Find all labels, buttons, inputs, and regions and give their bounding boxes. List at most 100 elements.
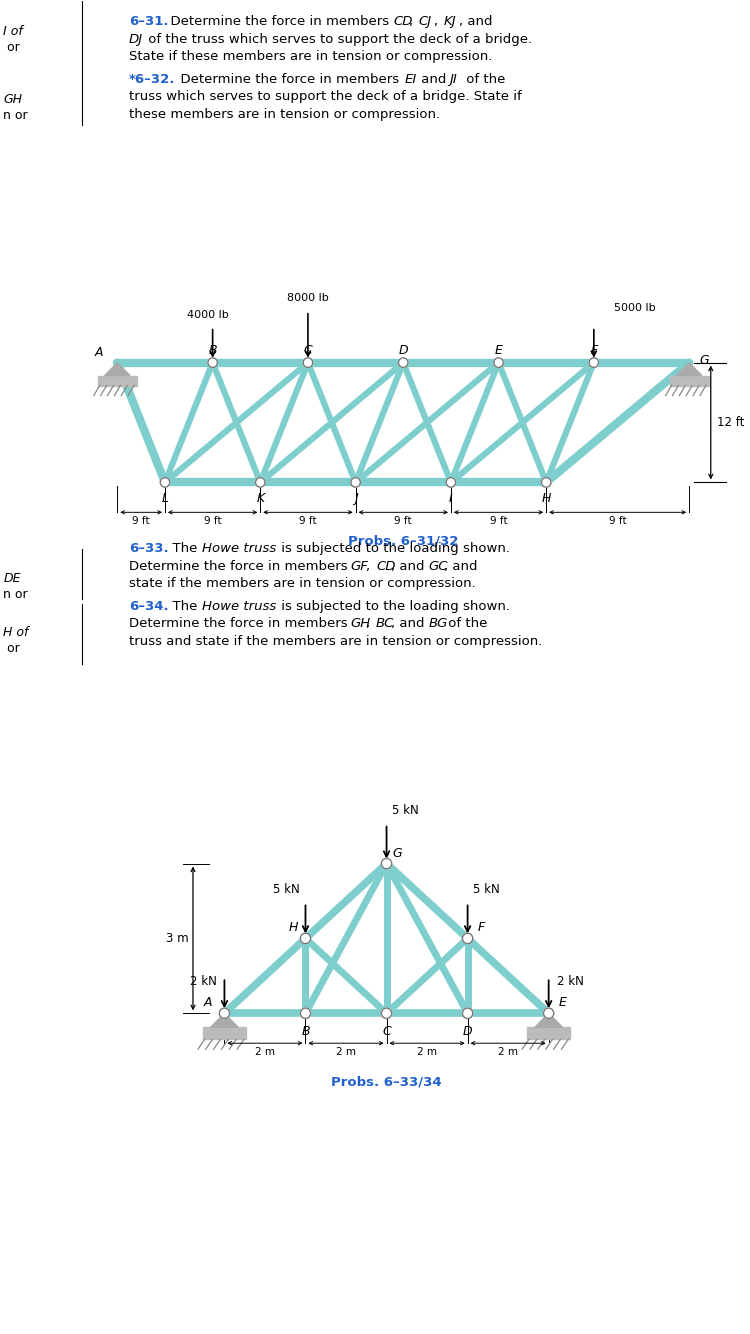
Circle shape	[544, 1009, 554, 1018]
Text: , and: , and	[391, 560, 429, 572]
Text: H: H	[288, 922, 298, 934]
Text: DE: DE	[3, 572, 21, 586]
Text: GC: GC	[429, 560, 448, 572]
Text: 2 m: 2 m	[498, 1047, 518, 1058]
Text: J: J	[354, 492, 358, 506]
Circle shape	[542, 478, 551, 487]
Text: KJ: KJ	[444, 16, 457, 28]
Text: 2 kN: 2 kN	[556, 975, 584, 988]
Text: these members are in tension or compression.: these members are in tension or compress…	[129, 108, 440, 121]
Text: 4000 lb: 4000 lb	[187, 309, 229, 320]
Text: GH: GH	[3, 93, 22, 107]
Text: state if the members are in tension or compression.: state if the members are in tension or c…	[129, 578, 476, 590]
Circle shape	[300, 934, 310, 943]
Text: , and: , and	[391, 618, 429, 631]
Text: and: and	[417, 73, 451, 85]
Text: ,: ,	[433, 16, 442, 28]
Text: Probs. 6–33/34: Probs. 6–33/34	[332, 1075, 442, 1089]
Text: GF: GF	[351, 560, 369, 572]
Text: is subjected to the loading shown.: is subjected to the loading shown.	[277, 600, 510, 612]
Text: GH: GH	[351, 618, 371, 631]
Bar	[202, 1027, 246, 1039]
Text: ,: ,	[409, 16, 417, 28]
Text: Probs. 6–31/32: Probs. 6–31/32	[348, 535, 458, 547]
Text: DJ: DJ	[129, 33, 143, 45]
Text: 9 ft: 9 ft	[394, 516, 412, 527]
Circle shape	[351, 478, 360, 487]
Text: Determine the force in members: Determine the force in members	[172, 73, 404, 85]
Circle shape	[590, 358, 598, 367]
Text: truss which serves to support the deck of a bridge. State if: truss which serves to support the deck o…	[129, 91, 522, 104]
Text: ,: ,	[366, 618, 374, 631]
Circle shape	[382, 858, 392, 868]
Circle shape	[208, 358, 218, 367]
Text: F: F	[590, 344, 598, 356]
Circle shape	[160, 478, 170, 487]
Circle shape	[303, 358, 313, 367]
Polygon shape	[535, 1014, 562, 1027]
Circle shape	[463, 934, 472, 943]
Text: H of: H of	[3, 626, 29, 639]
Text: ,: ,	[366, 560, 374, 572]
Text: 6–33.: 6–33.	[129, 542, 169, 555]
Text: 5 kN: 5 kN	[473, 883, 500, 895]
Text: 5 kN: 5 kN	[273, 883, 299, 895]
Text: CD: CD	[376, 560, 395, 572]
Text: D: D	[463, 1026, 472, 1038]
Circle shape	[382, 1009, 392, 1018]
Circle shape	[446, 478, 455, 487]
Text: C: C	[304, 344, 312, 356]
Text: H: H	[542, 492, 551, 506]
Text: of the truss which serves to support the deck of a bridge.: of the truss which serves to support the…	[144, 33, 532, 45]
Text: C: C	[382, 1026, 391, 1038]
Text: 5000 lb: 5000 lb	[614, 303, 656, 312]
Text: 2 m: 2 m	[417, 1047, 437, 1058]
Text: E: E	[559, 996, 566, 1010]
Text: L: L	[161, 492, 169, 506]
Text: G: G	[699, 354, 709, 367]
Text: of the: of the	[443, 618, 487, 631]
Text: 6–34.: 6–34.	[129, 600, 169, 612]
Text: E: E	[494, 344, 502, 356]
Text: or: or	[3, 642, 20, 655]
Text: 12 ft: 12 ft	[717, 416, 744, 430]
Text: 8000 lb: 8000 lb	[287, 292, 328, 303]
Circle shape	[398, 358, 408, 367]
Text: CD: CD	[394, 16, 413, 28]
Text: , and: , and	[443, 560, 477, 572]
Text: 9 ft: 9 ft	[609, 516, 626, 527]
Text: 3 m: 3 m	[166, 932, 189, 944]
Circle shape	[300, 1009, 310, 1018]
Text: BG: BG	[429, 618, 448, 631]
Text: is subjected to the loading shown.: is subjected to the loading shown.	[277, 542, 510, 555]
Text: *6–32.: *6–32.	[129, 73, 176, 85]
Circle shape	[463, 1009, 472, 1018]
Text: JI: JI	[449, 73, 458, 85]
Text: or: or	[3, 41, 20, 55]
Text: 2 m: 2 m	[336, 1047, 356, 1058]
Text: , and: , and	[459, 16, 493, 28]
Text: BC: BC	[376, 618, 394, 631]
Text: D: D	[398, 344, 408, 356]
Text: 2 kN: 2 kN	[190, 975, 217, 988]
Text: B: B	[209, 344, 217, 356]
Text: F: F	[478, 922, 484, 934]
Text: State if these members are in tension or compression.: State if these members are in tension or…	[129, 51, 493, 63]
Text: 2 m: 2 m	[255, 1047, 275, 1058]
Text: Determine the force in members: Determine the force in members	[162, 16, 393, 28]
Text: 9 ft: 9 ft	[132, 516, 150, 527]
Text: 5 kN: 5 kN	[392, 803, 419, 816]
Text: 6–31.: 6–31.	[129, 16, 169, 28]
Polygon shape	[676, 363, 702, 376]
Text: G: G	[392, 847, 402, 859]
Text: A: A	[95, 346, 104, 359]
Polygon shape	[211, 1014, 238, 1027]
Text: 9 ft: 9 ft	[299, 516, 316, 527]
Text: K: K	[256, 492, 265, 506]
Text: B: B	[302, 1026, 310, 1038]
Text: Determine the force in members: Determine the force in members	[129, 618, 352, 631]
Text: n or: n or	[3, 588, 28, 602]
Text: EI: EI	[404, 73, 416, 85]
Text: truss and state if the members are in tension or compression.: truss and state if the members are in te…	[129, 635, 542, 648]
Text: Howe truss: Howe truss	[202, 600, 276, 612]
